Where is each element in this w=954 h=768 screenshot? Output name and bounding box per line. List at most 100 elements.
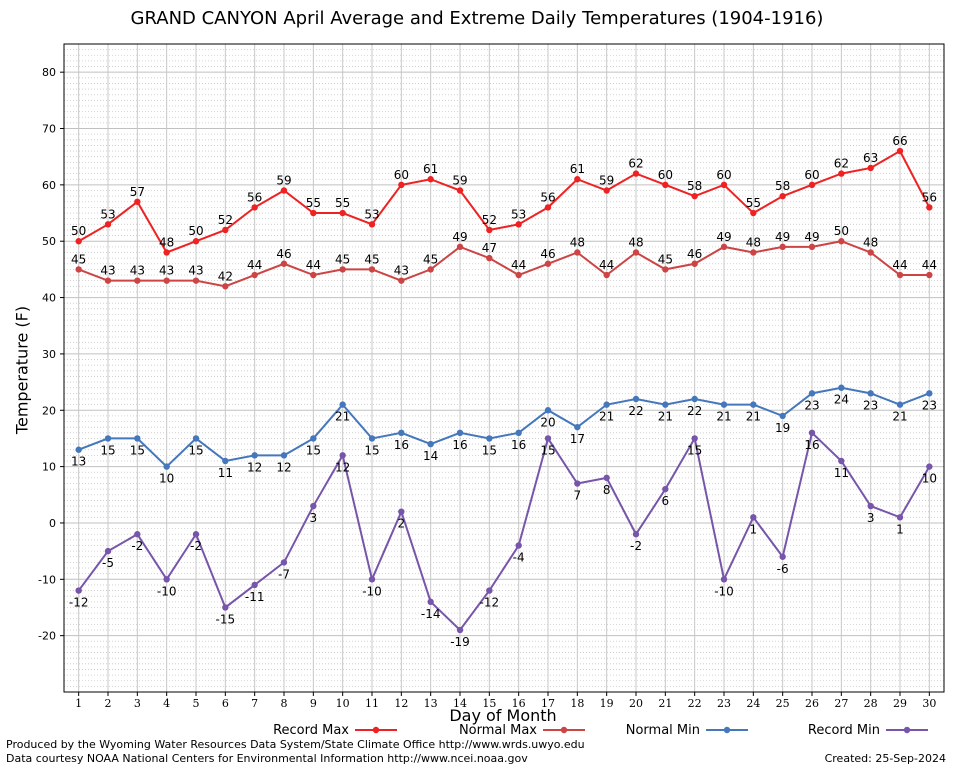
data-point [926,390,933,397]
data-point [368,576,376,583]
data-point [926,204,933,211]
data-point [926,463,933,470]
data-point [75,238,82,245]
data-label: 61 [570,162,585,176]
data-point [867,164,874,172]
data-label: -6 [777,562,789,576]
y-tick-label: 30 [42,348,56,361]
data-point [398,181,405,189]
footer-courtesy-text: Data courtesy NOAA National Centers for … [6,752,528,765]
data-point [750,209,757,217]
data-point [398,277,405,284]
data-label: -14 [421,607,441,621]
data-label: 15 [130,443,145,457]
data-label: 46 [276,247,291,261]
x-tick-label: 28 [864,697,878,710]
data-label: 53 [100,207,115,221]
x-tick-label: 21 [658,697,672,710]
data-point [632,170,640,177]
series-line-3 [78,386,930,468]
legend-label-3: Normal Min [626,723,700,738]
data-label: -2 [131,539,143,553]
x-tick-label: 15 [482,697,496,710]
data-point [456,187,464,194]
data-point [222,226,229,234]
data-label: 52 [482,213,497,227]
data-point [75,446,82,453]
data-point [691,435,698,442]
data-label: 43 [130,264,145,278]
data-point [896,271,904,279]
y-tick-label: 60 [42,179,56,192]
data-point [486,587,493,594]
data-label: 56 [922,190,937,204]
x-tick-label: 20 [629,697,643,710]
data-label: 15 [687,443,702,457]
data-label: 46 [540,247,555,261]
data-point [867,502,874,510]
data-point [691,260,698,267]
data-point [310,209,317,217]
data-label: 6 [662,494,670,508]
data-point [339,266,346,273]
data-point [427,266,434,273]
data-label: 44 [247,258,262,272]
data-point [163,576,170,583]
data-label: 15 [540,443,555,457]
data-point [104,435,112,442]
data-point [398,429,405,436]
data-point [222,457,229,465]
data-point [779,553,786,560]
data-point [691,192,698,200]
data-point [603,187,610,194]
data-point [720,181,728,189]
data-label: 61 [423,162,438,176]
x-tick-label: 5 [193,697,200,710]
data-label: 60 [658,168,673,182]
data-point [486,226,493,234]
data-point [808,243,816,251]
data-point [574,423,581,431]
x-tick-label: 14 [453,697,467,710]
data-label: -10 [157,584,177,598]
data-label: 15 [306,443,321,457]
data-label: 21 [746,410,761,424]
data-point [368,435,376,442]
data-point [838,384,845,391]
data-label: 48 [570,235,585,249]
data-point [192,238,200,245]
data-label: 7 [574,489,582,503]
data-label: -11 [245,590,265,604]
data-label: 63 [863,151,878,165]
data-label: 44 [599,258,614,272]
data-label: 14 [423,449,438,463]
data-point [339,452,346,459]
data-label: -12 [480,596,500,610]
data-label: 52 [218,213,233,227]
data-point [251,271,258,279]
data-label: -10 [714,584,734,598]
data-label: 59 [452,174,467,188]
data-label: 2 [398,517,406,531]
data-label: 55 [746,196,761,210]
data-label: 49 [452,230,467,244]
data-label: 44 [892,258,907,272]
data-label: 47 [482,241,497,255]
x-tick-label: 24 [746,697,760,710]
data-label: 45 [364,252,379,266]
data-point [779,192,786,200]
data-point [691,395,698,403]
data-label: 16 [511,438,526,452]
data-point [574,249,581,256]
data-label: 16 [394,438,409,452]
data-point [486,254,493,262]
data-label: 48 [863,235,878,249]
data-label: 17 [570,432,585,446]
data-point [280,452,288,459]
y-tick-label: 50 [42,235,56,248]
data-point [720,243,728,251]
data-label: 46 [687,247,702,261]
data-point [339,401,346,408]
plot-frame [63,43,945,693]
data-label: 12 [247,460,262,474]
